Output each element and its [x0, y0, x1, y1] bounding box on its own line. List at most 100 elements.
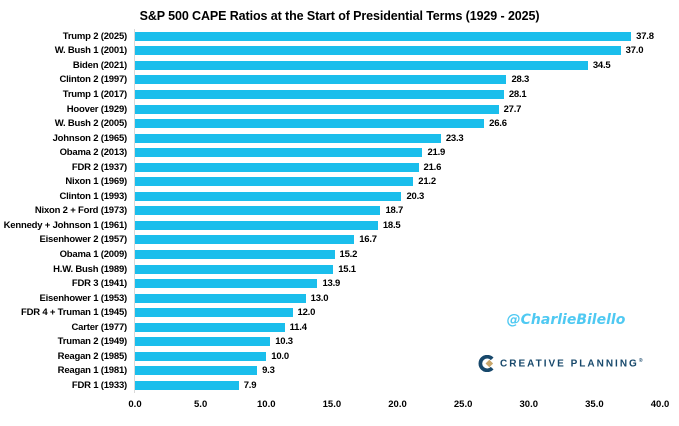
bar — [135, 264, 334, 274]
bar-row: Reagan 1 (1981) 9.3 — [0, 363, 679, 379]
value-label: 27.7 — [503, 103, 522, 115]
category-label: FDR 4 + Truman 1 (1945) — [20, 307, 127, 319]
bar — [135, 162, 419, 172]
bar-row: FDR 2 (1937) 21.6 — [0, 159, 679, 175]
bar-row: Truman 2 (1949) 10.3 — [0, 334, 679, 350]
value-label: 13.9 — [322, 278, 341, 290]
logo-diamond — [485, 359, 494, 368]
bar — [135, 380, 239, 390]
logo-c-shape — [478, 355, 494, 372]
chart-title: S&P 500 CAPE Ratios at the Start of Pres… — [139, 9, 540, 23]
bar — [135, 133, 441, 143]
bar-row: Nixon 2 + Ford (1973) 18.7 — [0, 203, 679, 219]
bar-track: 26.6 — [134, 116, 660, 131]
bar — [135, 31, 632, 41]
value-label: 15.1 — [338, 263, 356, 275]
category-label: Truman 2 (1949) — [57, 336, 128, 348]
bar — [135, 308, 293, 318]
x-axis-tick-label: 5.0 — [194, 398, 208, 410]
bar-track: 10.0 — [134, 349, 660, 364]
bar-row: W. Bush 1 (2001) 37.0 — [0, 43, 679, 59]
bar-track: 9.3 — [134, 363, 660, 379]
bar-track: 7.9 — [134, 378, 660, 393]
category-label: Carter (1977) — [71, 321, 128, 333]
bar-row: Clinton 2 (1997) 28.3 — [0, 72, 679, 88]
bar-row: FDR 3 (1941) 13.9 — [0, 276, 679, 291]
value-label: 28.1 — [508, 88, 527, 100]
bar-track: 23.3 — [134, 130, 660, 146]
bar-track: 13.0 — [134, 290, 660, 306]
category-label: Trump 1 (2017) — [62, 88, 127, 100]
bar-track: 20.3 — [134, 189, 660, 204]
bar-track: 37.0 — [134, 43, 660, 59]
x-axis: 0.0 5.0 10.0 15.0 20.0 25.0 30.0 35.0 40.0 — [128, 397, 669, 415]
author-watermark: @CharlieBilello — [506, 312, 626, 328]
value-label: 9.3 — [262, 365, 275, 377]
bar — [135, 191, 402, 201]
bar-row: Trump 2 (2025) 37.8 — [0, 29, 679, 44]
bar-row: Obama 1 (2009) 15.2 — [0, 247, 679, 262]
bar — [135, 206, 381, 216]
category-label: Nixon 2 + Ford (1973) — [34, 205, 127, 217]
value-label: 20.3 — [406, 190, 425, 202]
bar-row: W. Bush 2 (2005) 26.6 — [0, 116, 679, 131]
bar — [135, 279, 318, 289]
category-label: Johnson 2 (1965) — [52, 132, 128, 144]
bar — [135, 46, 621, 56]
bar — [135, 322, 285, 332]
bar-row: H.W. Bush (1989) 15.1 — [0, 261, 679, 277]
bar-row: Biden (2021) 34.5 — [0, 58, 679, 73]
value-label: 13.0 — [310, 292, 329, 304]
x-axis-tick-label: 35.0 — [585, 398, 604, 410]
category-label: Kennedy + Johnson 1 (1961) — [3, 219, 128, 231]
bar — [135, 366, 258, 376]
bar-track: 18.5 — [134, 218, 660, 233]
bar-row: Johnson 2 (1965) 23.3 — [0, 130, 679, 146]
bar-row: Nixon 1 (1969) 21.2 — [0, 174, 679, 190]
bar-track: 10.3 — [134, 334, 660, 350]
bar-track: 27.7 — [134, 101, 660, 117]
category-label: FDR 2 (1937) — [71, 161, 127, 173]
category-label: W. Bush 1 (2001) — [54, 45, 127, 57]
value-label: 7.9 — [243, 379, 257, 391]
value-label: 11.4 — [289, 321, 307, 333]
brand-name: CREATIVE PLANNING® — [500, 357, 643, 370]
brand-watermark: CREATIVE PLANNING® — [478, 355, 643, 372]
x-axis-tick-label: 30.0 — [519, 398, 539, 410]
category-label: Biden (2021) — [72, 59, 127, 71]
category-label: Hoover (1929) — [66, 103, 127, 115]
bar-track: 37.8 — [134, 29, 660, 44]
value-label: 21.6 — [423, 161, 442, 173]
value-label: 21.9 — [427, 147, 446, 159]
bar-row: Carter (1977) 11.4 — [0, 319, 679, 335]
creative-planning-logo-icon — [478, 355, 495, 372]
bar — [135, 177, 414, 187]
value-label: 26.6 — [489, 118, 507, 130]
bar-row: Clinton 1 (1993) 20.3 — [0, 189, 679, 204]
category-label: Nixon 1 (1969) — [65, 176, 127, 188]
category-label: H.W. Bush (1989) — [53, 263, 127, 275]
bar-row: Trump 1 (2017) 28.1 — [0, 87, 679, 102]
bar — [135, 119, 485, 129]
brand-trademark: ® — [638, 357, 643, 364]
bar-row: Reagan 2 (1985) 10.0 — [0, 349, 679, 364]
bar — [135, 220, 378, 230]
bar-row: FDR 4 + Truman 1 (1945) 12.0 — [0, 305, 679, 320]
x-axis-tick-label: 0.0 — [128, 398, 142, 410]
category-label: Obama 1 (2009) — [59, 248, 128, 260]
bar — [135, 75, 507, 85]
value-label: 21.2 — [418, 176, 436, 188]
bar — [135, 89, 504, 99]
x-axis-tick-label: 20.0 — [388, 398, 407, 410]
bar — [135, 60, 588, 70]
bar-track: 12.0 — [134, 305, 660, 320]
category-label: Clinton 1 (1993) — [59, 190, 127, 202]
bar-track: 28.3 — [134, 72, 660, 88]
bar — [135, 104, 499, 114]
category-label: Reagan 1 (1981) — [57, 365, 128, 377]
value-label: 16.7 — [359, 234, 377, 246]
bar-track: 21.9 — [134, 145, 660, 160]
category-label: Reagan 2 (1985) — [57, 350, 128, 362]
value-label: 18.5 — [382, 219, 401, 231]
